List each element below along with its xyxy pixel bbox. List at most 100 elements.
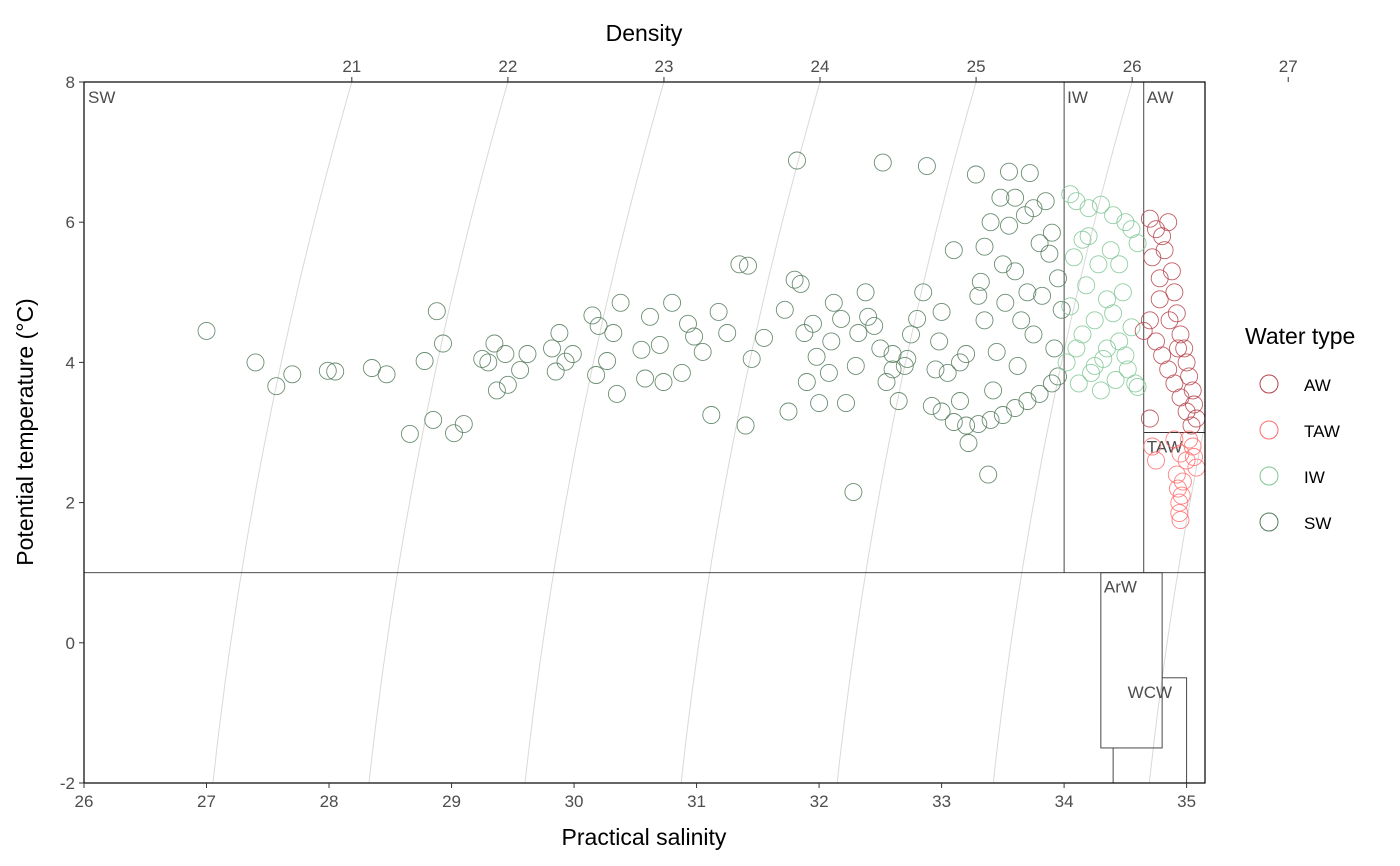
point-sw-100 [1042, 223, 1061, 242]
point-sw-16 [479, 353, 498, 372]
point-sw-15 [473, 349, 492, 368]
point-sw-89 [984, 381, 1003, 400]
density-tick-label-24: 24 [811, 57, 830, 76]
point-aw-18 [1140, 311, 1159, 330]
point-sw-118 [1018, 392, 1037, 410]
point-sw-19 [496, 345, 515, 363]
point-sw-64 [832, 309, 851, 328]
region-box-arw [1100, 572, 1163, 749]
region-label-wcw: WCW [1128, 683, 1172, 702]
point-sw-82 [951, 392, 969, 410]
y-tick-label-8: 8 [66, 73, 75, 92]
point-sw-30 [589, 316, 608, 335]
point-sw-1 [246, 353, 265, 372]
point-sw-7 [377, 365, 396, 384]
y-tick-label-0: 0 [66, 634, 75, 653]
point-aw-4 [1143, 248, 1162, 267]
x-tick-label-29: 29 [442, 792, 461, 811]
point-sw-119 [1030, 384, 1049, 403]
region-box-wcw-right [1162, 677, 1188, 783]
point-sw-103 [1052, 300, 1071, 319]
point-sw-126 [1012, 311, 1031, 330]
point-sw-80 [938, 363, 957, 382]
point-sw-92 [1000, 162, 1018, 181]
region-label-sw: SW [88, 88, 115, 107]
point-iw-4 [1069, 374, 1088, 393]
point-sw-26 [556, 352, 575, 371]
point-sw-14 [454, 415, 473, 434]
point-sw-75 [908, 309, 927, 328]
point-sw-112 [944, 413, 963, 431]
region-label-iw: IW [1067, 88, 1088, 107]
point-iw-16 [1106, 370, 1125, 389]
point-sw-59 [797, 373, 816, 391]
point-sw-134 [871, 339, 890, 358]
point-sw-110 [1040, 244, 1059, 263]
point-sw-50 [739, 256, 757, 275]
point-aw-0 [1140, 209, 1159, 228]
isopycnal-22 [368, 82, 509, 783]
y-tick-label-4: 4 [66, 353, 75, 372]
point-aw-29 [1177, 402, 1196, 421]
x-tick-label-27: 27 [197, 792, 216, 811]
y-tick-label--2: -2 [60, 774, 75, 793]
point-sw-85 [966, 165, 985, 184]
point-sw-3 [283, 365, 302, 384]
point-sw-49 [736, 416, 755, 435]
point-sw-31 [598, 352, 617, 370]
point-sw-41 [672, 363, 691, 382]
point-sw-69 [865, 316, 884, 335]
density-tick-label-26: 26 [1123, 57, 1142, 76]
point-sw-18 [487, 381, 506, 400]
point-sw-122 [883, 360, 902, 379]
legend-title: Water type [1245, 323, 1355, 349]
density-tick-label-25: 25 [967, 57, 986, 76]
point-sw-79 [930, 332, 949, 351]
point-aw-3 [1159, 213, 1178, 232]
point-aw-27 [1160, 311, 1179, 330]
point-sw-128 [975, 237, 994, 256]
point-aw-17 [1182, 416, 1201, 435]
point-iw-3 [1067, 192, 1086, 211]
x-tick-label-35: 35 [1177, 792, 1196, 811]
point-sw-17 [485, 334, 504, 353]
point-sw-93 [1006, 262, 1025, 281]
legend-key-taw [1259, 420, 1279, 440]
density-axis-title: Density [606, 20, 683, 46]
point-sw-66 [844, 483, 863, 502]
point-sw-54 [779, 402, 798, 421]
density-tick-label-22: 22 [498, 57, 517, 76]
point-sw-21 [511, 361, 530, 380]
point-iw-33 [1116, 346, 1135, 365]
isopycnal-25 [836, 82, 977, 783]
point-iw-15 [1104, 206, 1123, 225]
point-sw-74 [898, 349, 917, 368]
point-sw-132 [981, 213, 1000, 232]
point-sw-114 [969, 415, 988, 434]
point-iw-24 [1061, 185, 1080, 204]
point-taw-8 [1170, 504, 1189, 523]
point-sw-0 [197, 321, 216, 340]
point-sw-23 [543, 339, 561, 358]
x-tick-label-26: 26 [75, 792, 94, 811]
point-taw-11 [1173, 472, 1192, 491]
point-sw-34 [611, 293, 630, 312]
point-iw-2 [1064, 248, 1083, 267]
point-taw-15 [1143, 437, 1162, 456]
point-iw-7 [1079, 199, 1098, 218]
point-sw-78 [922, 396, 941, 415]
point-aw-26 [1150, 290, 1169, 309]
x-tick-label-33: 33 [932, 792, 951, 811]
point-sw-111 [932, 402, 951, 421]
x-axis: 26 27 28 29 30 31 32 33 34 35 [75, 783, 1196, 811]
point-sw-68 [856, 283, 875, 302]
point-sw-63 [824, 293, 843, 312]
point-sw-113 [957, 416, 976, 435]
point-iw-22 [1126, 374, 1145, 393]
y-axis: -2 0 2 4 6 8 [60, 73, 84, 793]
point-sw-13 [445, 424, 463, 443]
point-sw-9 [415, 352, 434, 370]
point-sw-99 [1036, 192, 1055, 211]
x-tick-label-30: 30 [565, 792, 584, 811]
point-sw-36 [636, 369, 655, 388]
